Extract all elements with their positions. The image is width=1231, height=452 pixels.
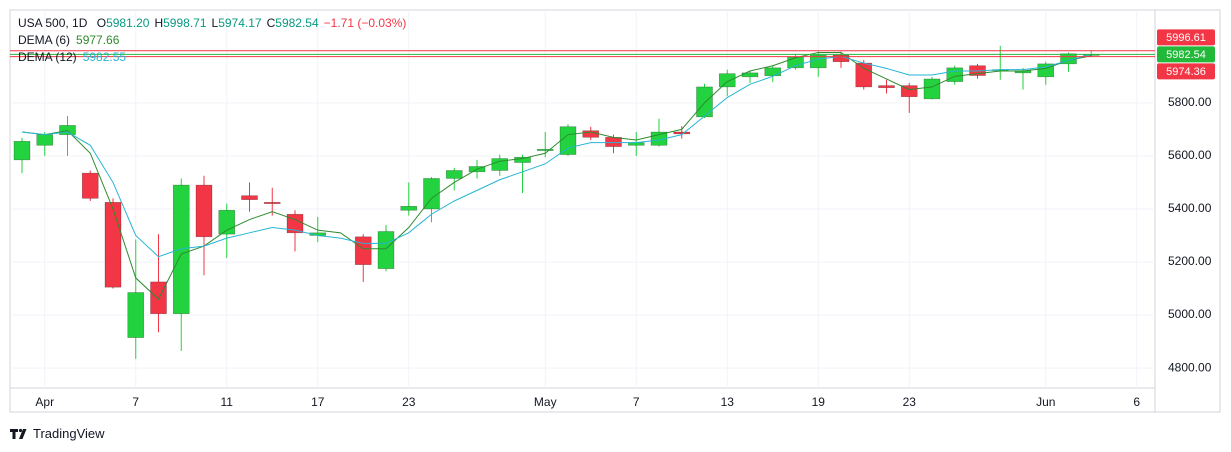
candle-body bbox=[400, 205, 418, 211]
price-label-box bbox=[1157, 63, 1215, 80]
candle-body bbox=[241, 195, 258, 200]
ohlc-value: 5981.20 bbox=[106, 16, 150, 30]
ohlc-label: L bbox=[212, 16, 219, 30]
candle-body bbox=[718, 73, 736, 88]
candle-body bbox=[923, 78, 941, 100]
price-label: 5982.54 bbox=[1166, 49, 1206, 61]
candle-body bbox=[13, 141, 31, 161]
candle-body bbox=[900, 85, 918, 98]
branding: TradingView bbox=[10, 426, 105, 441]
plot bbox=[10, 45, 1155, 359]
candle-body bbox=[605, 137, 622, 147]
candle-body bbox=[263, 202, 281, 204]
x-tick-label: 7 bbox=[633, 395, 640, 409]
candle-body bbox=[81, 172, 99, 199]
candle-body bbox=[195, 184, 213, 238]
candle-body bbox=[696, 86, 713, 118]
candle-body bbox=[172, 184, 190, 315]
x-tick-label: Apr bbox=[35, 395, 54, 409]
ohlc-value: 5998.71 bbox=[163, 16, 207, 30]
candle-body bbox=[354, 236, 372, 265]
ohlc-value: 5982.54 bbox=[275, 16, 319, 30]
header: USA 500, 1D O5981.20 H5998.71 L5974.17 C598… bbox=[18, 16, 406, 30]
price-label: 5974.36 bbox=[1166, 66, 1206, 78]
x-tick-label: 11 bbox=[221, 395, 234, 409]
ohlc-label: C bbox=[267, 16, 276, 30]
brand-name: TradingView bbox=[33, 426, 105, 441]
candle-body bbox=[559, 126, 577, 155]
y-tick-label: 5000.00 bbox=[1168, 307, 1212, 321]
candle-body bbox=[127, 292, 145, 338]
y-tick-label: 5400.00 bbox=[1168, 201, 1212, 215]
y-tick-label: 4800.00 bbox=[1168, 360, 1212, 374]
dema-line bbox=[21, 51, 1092, 300]
candle-body bbox=[536, 148, 554, 151]
legend-name: DEMA (12) bbox=[18, 50, 77, 64]
legend-entry: DEMA (6) 5977.66 bbox=[18, 33, 120, 47]
symbol: USA 500, 1D bbox=[18, 16, 88, 30]
x-tick-label: 19 bbox=[812, 395, 826, 409]
candle-body bbox=[104, 202, 122, 288]
x-tick-label: 23 bbox=[402, 395, 416, 409]
dema-line bbox=[21, 53, 1092, 258]
x-tick-label: 23 bbox=[903, 395, 917, 409]
price-label-box bbox=[1157, 46, 1215, 63]
candle-body bbox=[36, 134, 54, 146]
change: −1.71 (−0.03%) bbox=[324, 16, 407, 30]
x-tick-label: 17 bbox=[311, 395, 325, 409]
y-tick-label: 5800.00 bbox=[1168, 95, 1212, 109]
legend-entry: DEMA (12) 5982.55 bbox=[18, 50, 126, 64]
ohlc-value: 5974.17 bbox=[218, 16, 262, 30]
candle-body bbox=[946, 67, 964, 82]
chart-frame bbox=[9, 9, 1221, 413]
ohlc-label: O bbox=[97, 16, 106, 30]
price-label: 5996.61 bbox=[1166, 32, 1206, 44]
logo-dot bbox=[18, 428, 23, 433]
x-tick-label: May bbox=[534, 395, 557, 409]
candle-body bbox=[673, 131, 691, 135]
candle-body bbox=[59, 125, 76, 135]
ohlc-label: H bbox=[154, 16, 163, 30]
x-tick-label: 7 bbox=[132, 395, 139, 409]
candle-body bbox=[878, 85, 895, 89]
x-tick-label: 13 bbox=[721, 395, 735, 409]
candle-body bbox=[855, 62, 873, 88]
candle-body bbox=[787, 56, 804, 69]
candle-body bbox=[445, 170, 463, 179]
candle-body bbox=[150, 281, 167, 315]
logo bbox=[10, 429, 27, 439]
legend-value: 5982.55 bbox=[83, 50, 127, 64]
candle-body bbox=[423, 178, 440, 210]
candle-body bbox=[514, 156, 531, 163]
legend-name: DEMA (6) bbox=[18, 33, 70, 47]
price-label-box bbox=[1157, 29, 1215, 46]
x-tick-label: Jun bbox=[1036, 395, 1055, 409]
legend: USA 500, 1D O5981.20 H5998.71 L5974.17 C598… bbox=[18, 16, 406, 64]
legend-value: 5977.66 bbox=[76, 33, 120, 47]
candle-body bbox=[764, 67, 782, 77]
x-tick-label: 6 bbox=[1133, 395, 1140, 409]
candle-body bbox=[377, 231, 395, 269]
y-tick-label: 5600.00 bbox=[1168, 148, 1212, 162]
y-tick-label: 5200.00 bbox=[1168, 254, 1212, 268]
